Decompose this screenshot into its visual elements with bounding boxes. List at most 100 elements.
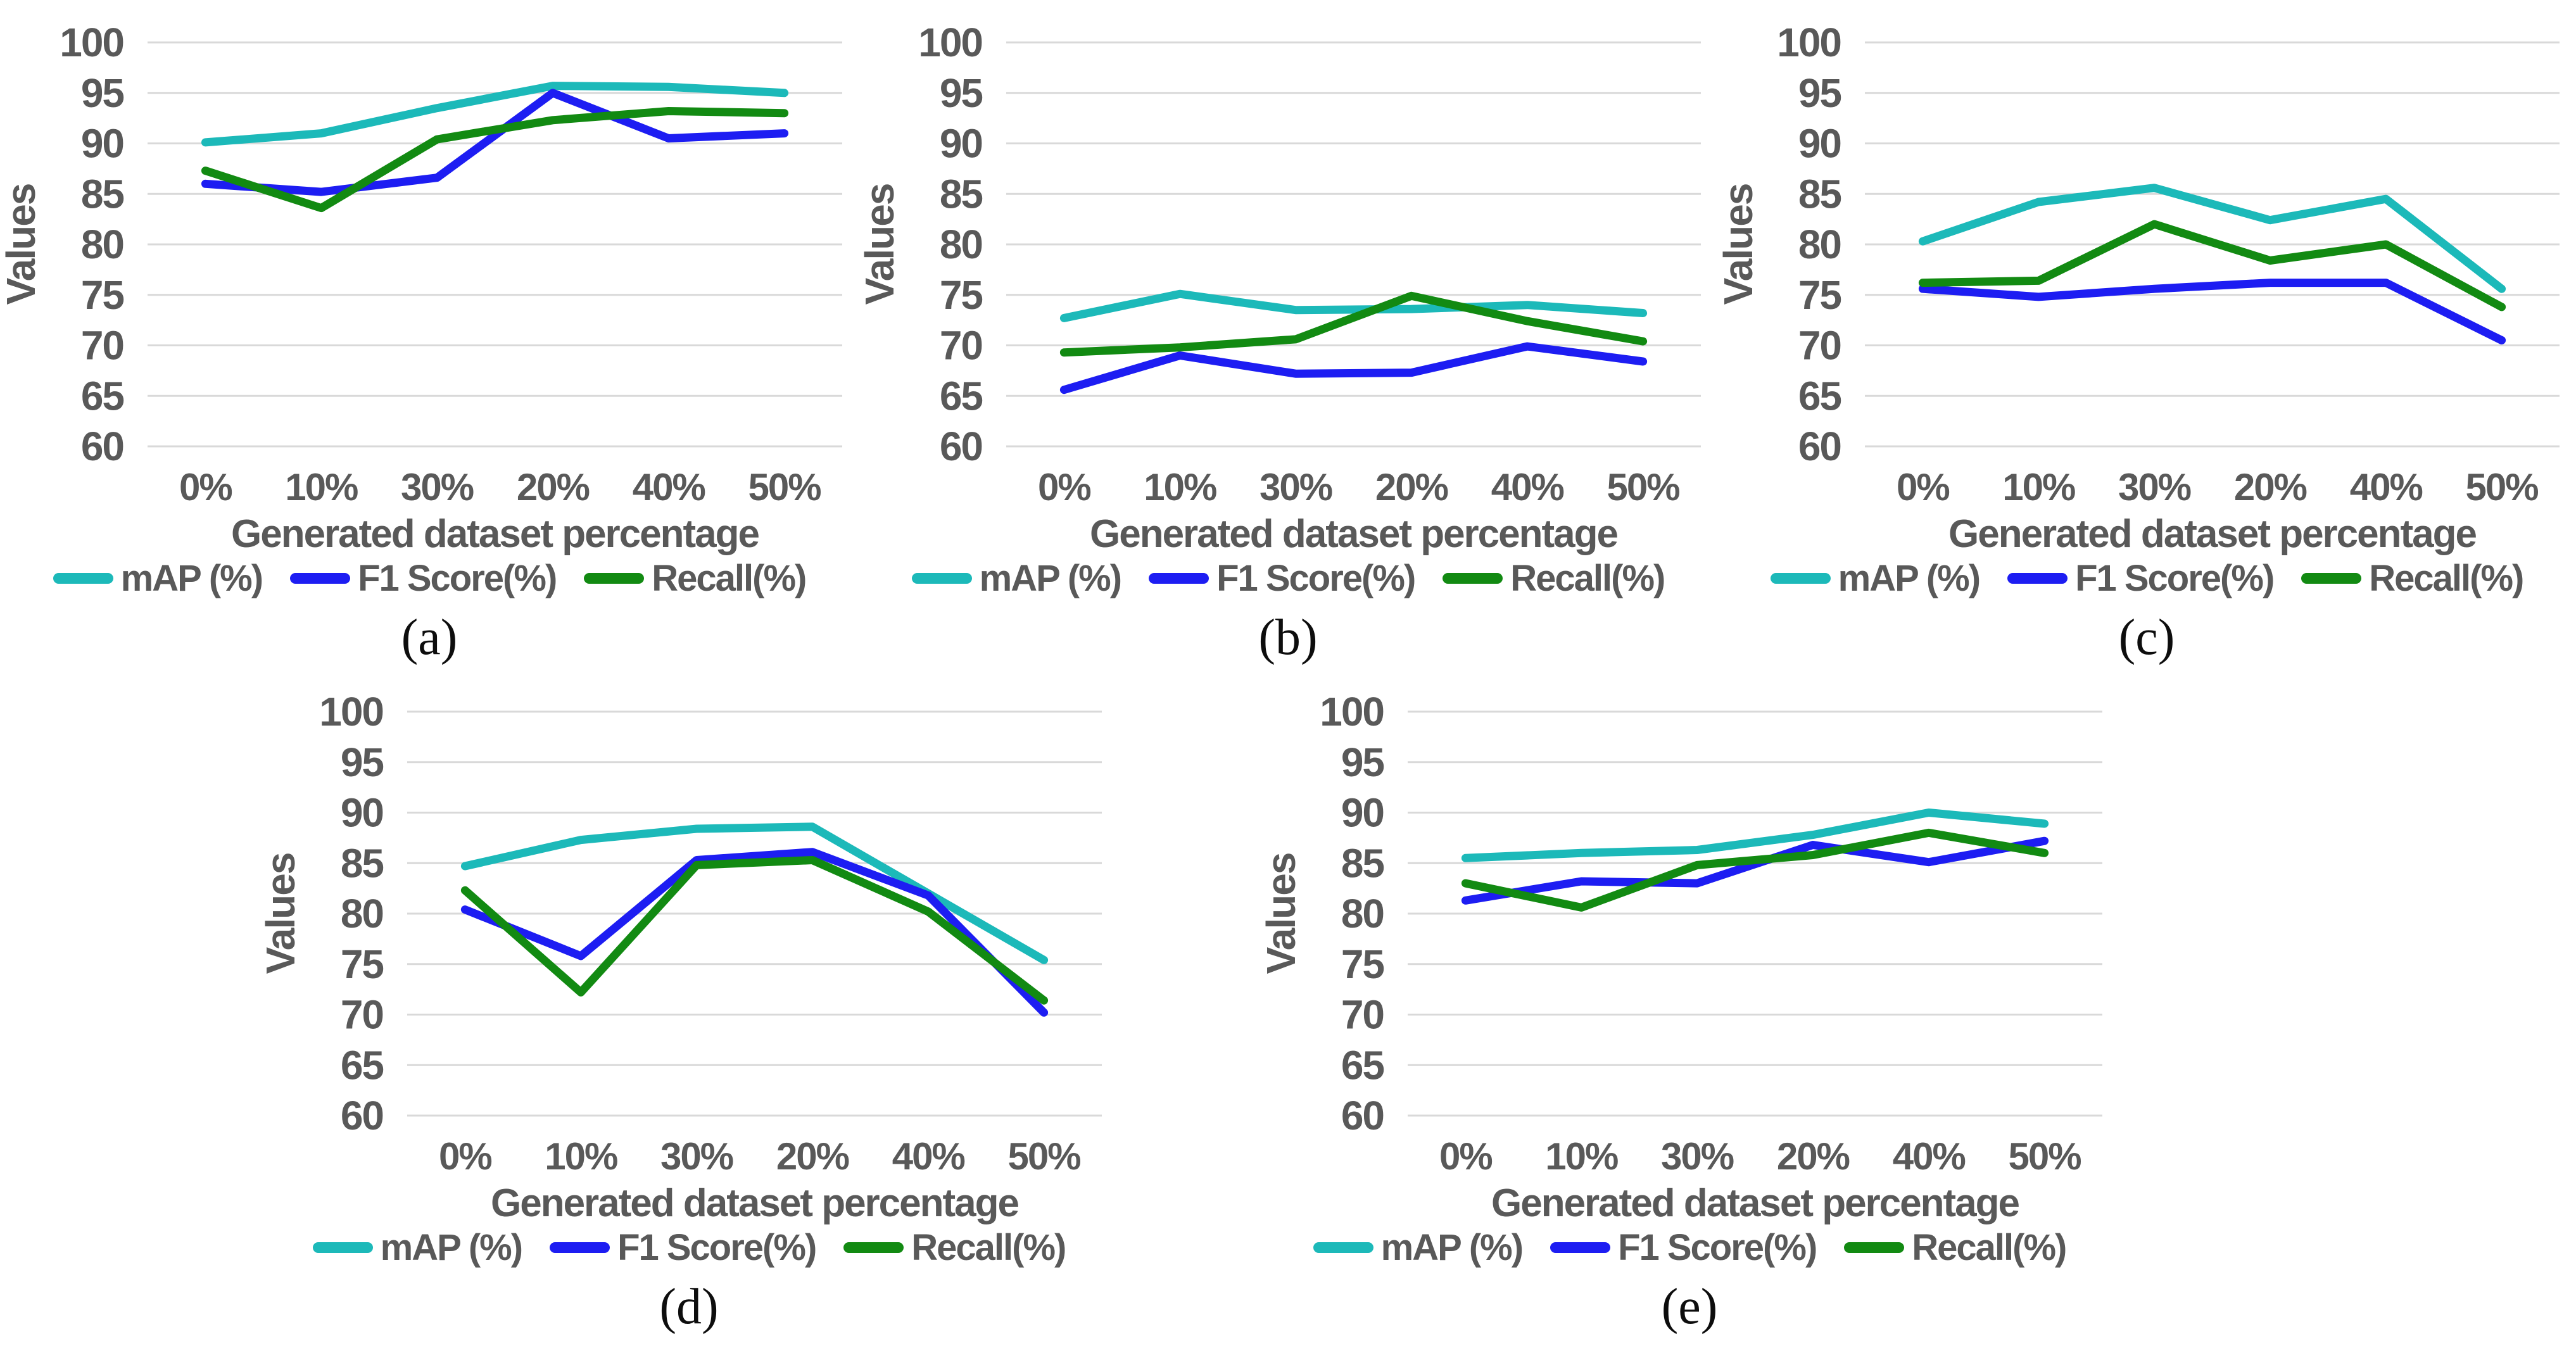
legend-label-recall: Recall(%) xyxy=(1912,1227,2067,1268)
y-tick-label: 65 xyxy=(341,1042,384,1088)
y-tick-label: 95 xyxy=(940,70,983,116)
y-tick-label: 70 xyxy=(341,992,383,1038)
y-tick-label: 100 xyxy=(60,20,123,65)
y-tick-label: 85 xyxy=(81,171,124,217)
legend-item-f1-score: F1 Score(%) xyxy=(290,557,557,600)
y-tick-label: 90 xyxy=(1798,121,1841,167)
y-axis-title: Values xyxy=(859,184,902,305)
y-tick-label: 70 xyxy=(1341,992,1384,1038)
legend-label-f1-score: F1 Score(%) xyxy=(358,558,557,599)
y-axis-title: Values xyxy=(1260,853,1304,974)
x-tick-label: 30% xyxy=(1260,466,1332,508)
x-tick-label: 10% xyxy=(1545,1135,1618,1178)
chart-e: 100 95 90 85 80 75 70 65 60 Values 0% 10% 30% 20% 40% 5… xyxy=(1260,669,2119,1335)
x-tick-label: 20% xyxy=(2234,466,2307,508)
legend-swatch-f1-score-icon xyxy=(1149,573,1209,584)
legend-swatch-recall-icon xyxy=(2301,573,2362,584)
x-tick-label: 10% xyxy=(2002,466,2075,508)
y-tick-label: 90 xyxy=(341,790,383,836)
y-axis-title: Values xyxy=(260,853,303,974)
series-line-recall xyxy=(1918,220,2506,312)
series-line-map xyxy=(1461,809,2049,862)
y-tick-label: 90 xyxy=(1341,790,1384,836)
legend-label-map: mAP (%) xyxy=(979,558,1122,599)
series-line-f1-score xyxy=(201,89,789,196)
y-tick-label: 60 xyxy=(940,424,982,469)
legend-label-map: mAP (%) xyxy=(1838,558,1981,599)
y-tick-label: 60 xyxy=(341,1093,383,1138)
x-tick-label: 30% xyxy=(401,466,474,508)
legend-d: mAP (%) F1 Score(%) Recall(%) xyxy=(312,1226,1066,1269)
legend-item-recall: Recall(%) xyxy=(843,1226,1066,1269)
chart-row-bottom: 100 95 90 85 80 75 70 65 60 Values 0% 10% 30% 20% 40% 5… xyxy=(0,669,2576,1335)
x-tick-label: 40% xyxy=(1491,466,1564,508)
legend-item-map: mAP (%) xyxy=(1770,557,1981,600)
legend-label-recall: Recall(%) xyxy=(2369,558,2524,599)
x-tick-label: 20% xyxy=(517,466,590,508)
x-tick-label: 50% xyxy=(748,466,821,508)
chart-caption-b: (b) xyxy=(1258,610,1318,665)
chart-caption-c: (c) xyxy=(2118,610,2175,665)
y-tick-label: 95 xyxy=(1798,70,1841,116)
legend-item-f1-score: F1 Score(%) xyxy=(550,1226,817,1269)
chart-caption-a: (a) xyxy=(401,610,458,665)
y-axis-title: Values xyxy=(1717,184,1761,305)
y-tick-label: 100 xyxy=(1320,689,1384,734)
y-tick-label: 95 xyxy=(81,70,124,116)
y-tick-label: 85 xyxy=(1798,171,1841,217)
legend-label-recall: Recall(%) xyxy=(911,1227,1066,1268)
legend-item-map: mAP (%) xyxy=(312,1226,523,1269)
y-tick-label: 70 xyxy=(940,323,982,368)
series-line-f1-score xyxy=(460,848,1049,1017)
y-tick-label: 80 xyxy=(1341,891,1384,936)
x-axis-title: Generated dataset percentage xyxy=(231,512,759,556)
x-tick-label: 30% xyxy=(2118,466,2191,508)
legend-item-map: mAP (%) xyxy=(1313,1226,1524,1269)
x-tick-label: 50% xyxy=(1607,466,1680,508)
y-tick-label: 100 xyxy=(319,689,383,734)
legend-swatch-map-icon xyxy=(53,573,113,584)
legend-swatch-map-icon xyxy=(911,573,972,584)
x-axis-title: Generated dataset percentage xyxy=(1948,512,2477,556)
legend-swatch-f1-score-icon xyxy=(1550,1242,1611,1253)
x-tick-label: 0% xyxy=(1038,466,1090,508)
legend-c: mAP (%) F1 Score(%) Recall(%) xyxy=(1770,557,2524,600)
series-line-recall xyxy=(1461,828,2049,912)
y-tick-label: 70 xyxy=(1798,323,1841,368)
x-axis-title: Generated dataset percentage xyxy=(491,1181,1019,1225)
series-line-map xyxy=(1059,289,1648,322)
chart-d: 100 95 90 85 80 75 70 65 60 Values 0% 10% 30% 20% 40% 5… xyxy=(260,669,1118,1335)
legend-swatch-f1-score-icon xyxy=(550,1242,610,1253)
y-tick-label: 95 xyxy=(1341,739,1384,785)
legend-swatch-f1-score-icon xyxy=(2007,573,2068,584)
x-tick-label: 20% xyxy=(1777,1135,1850,1178)
x-tick-label: 40% xyxy=(2350,466,2423,508)
x-tick-label: 10% xyxy=(1144,466,1216,508)
y-tick-label: 75 xyxy=(341,941,384,987)
legend-label-map: mAP (%) xyxy=(1380,1227,1524,1268)
series-line-recall xyxy=(1059,291,1648,357)
y-tick-label: 60 xyxy=(81,424,123,469)
x-tick-label: 20% xyxy=(1375,466,1448,508)
y-tick-label: 60 xyxy=(1341,1093,1384,1138)
y-tick-label: 80 xyxy=(1798,222,1841,267)
x-tick-label: 40% xyxy=(633,466,705,508)
series-line-f1-score xyxy=(1461,836,2049,905)
y-tick-label: 65 xyxy=(1341,1042,1384,1088)
y-tick-label: 75 xyxy=(1341,941,1384,987)
y-tick-label: 65 xyxy=(81,373,124,418)
x-tick-label: 0% xyxy=(179,466,232,508)
legend-label-f1-score: F1 Score(%) xyxy=(617,1227,817,1268)
chart-caption-d: (d) xyxy=(659,1279,719,1335)
legend-swatch-recall-icon xyxy=(1443,573,1503,584)
y-tick-label: 100 xyxy=(1777,20,1841,65)
legend-label-recall: Recall(%) xyxy=(1510,558,1665,599)
legend-label-f1-score: F1 Score(%) xyxy=(2075,558,2275,599)
y-tick-label: 60 xyxy=(1798,424,1841,469)
x-tick-label: 50% xyxy=(1008,1135,1081,1178)
series-line-f1-score xyxy=(1918,279,2506,344)
chart-b: 100 95 90 85 80 75 70 65 60 Values 0% 10% 30% 20% 40% 5… xyxy=(859,0,1717,665)
